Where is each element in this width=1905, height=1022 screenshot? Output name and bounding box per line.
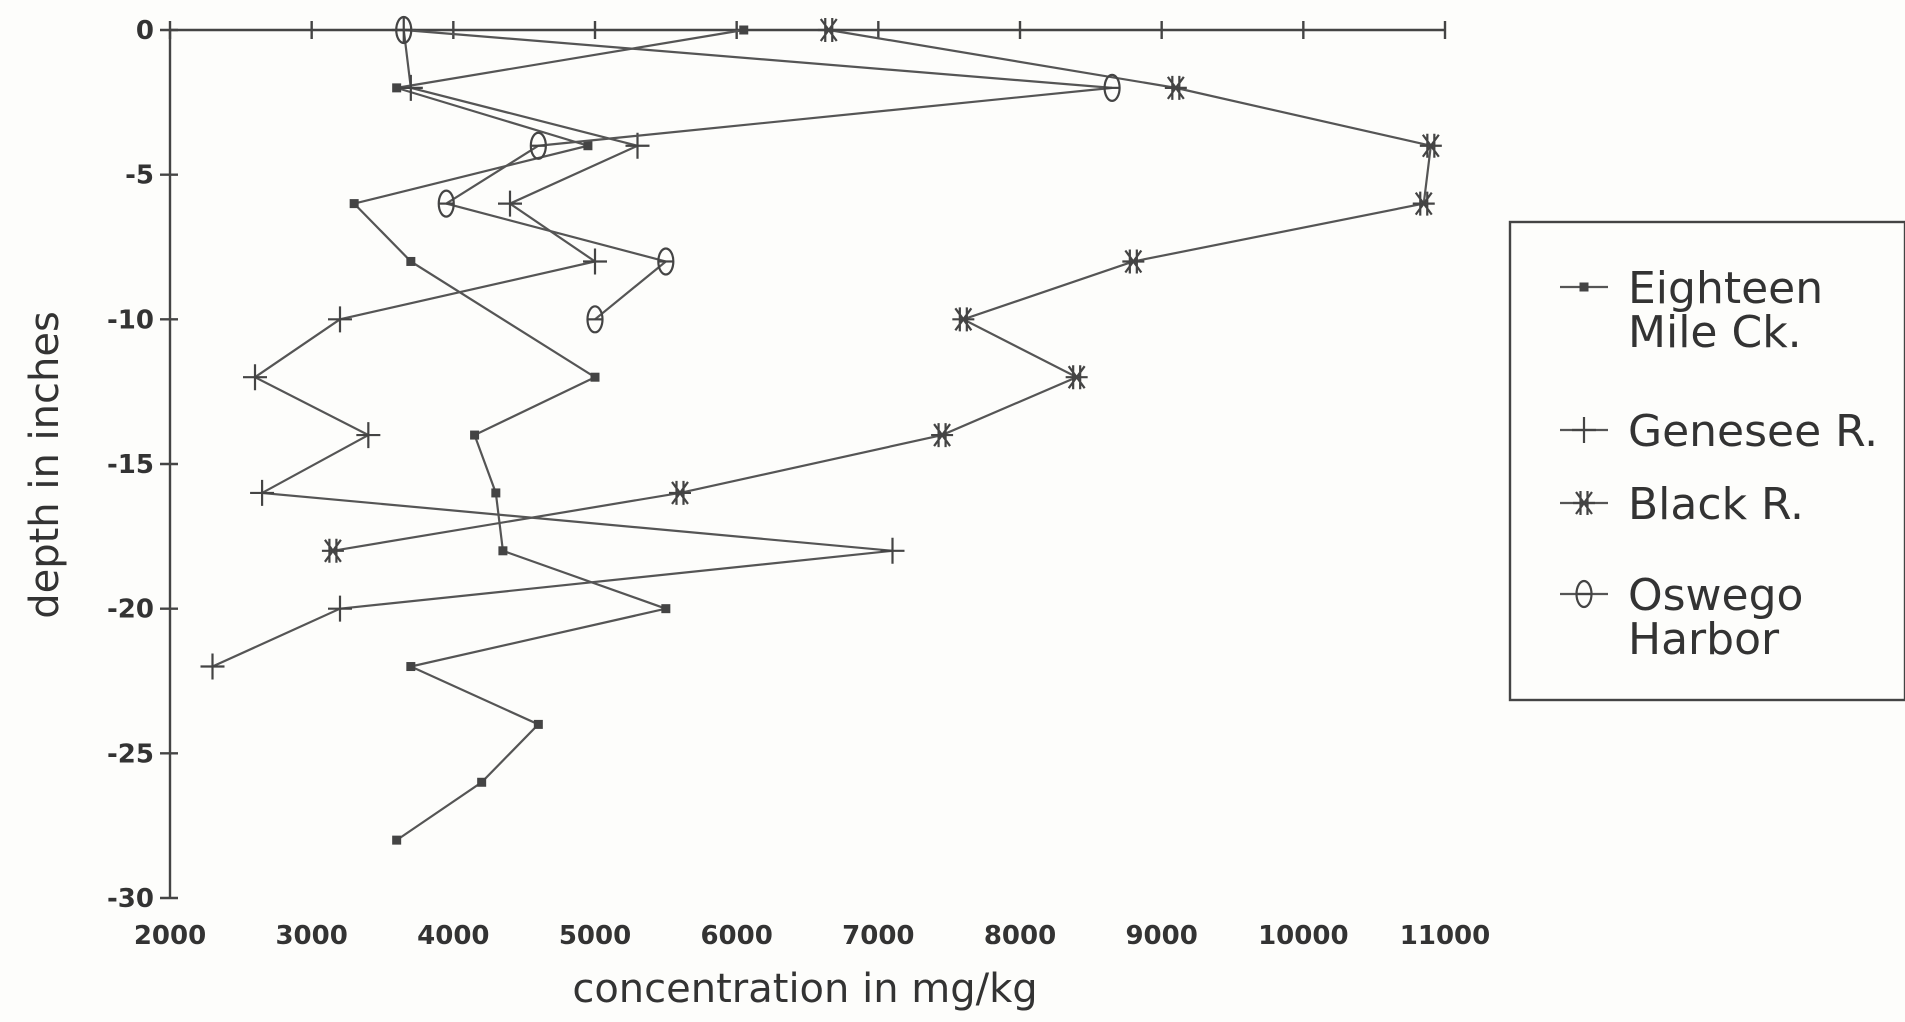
series-line [352,28,744,842]
data-point [491,488,501,498]
y-tick-label: -20 [107,595,154,625]
legend-marker [1572,417,1596,443]
data-point [321,538,344,563]
legend-item: Black R. [1560,479,1804,530]
series-plus [200,17,905,680]
series-line [332,28,1433,552]
legend-label: Black R. [1628,479,1804,530]
data-point [392,83,402,93]
series-square [349,25,749,845]
data-point [498,546,508,556]
series-group [200,15,1442,845]
legend-label: Harbor [1628,614,1780,665]
data-point [406,662,416,672]
data-point [952,307,975,332]
x-tick-label: 9000 [1125,921,1197,951]
data-point [328,595,352,622]
data-point [739,25,749,35]
x-tick-label: 8000 [984,921,1056,951]
x-tick-label: 4000 [417,921,489,951]
series-line [403,28,1113,321]
x-tick-label: 7000 [842,921,914,951]
x-axis-title: concentration in mg/kg [572,966,1037,1012]
data-point [200,653,225,680]
data-point [498,190,522,217]
data-point [328,306,352,333]
data-point [250,479,275,506]
axes: 2000 3000 4000 5000 6000 7000 8000 9000 10000 110… [107,16,1490,951]
data-point [880,537,905,564]
x-tick-label: 2000 [134,921,206,951]
data-point [1122,249,1145,274]
legend-label: Oswego [1628,570,1803,621]
legend-box [1508,220,1905,702]
y-tick-label: 0 [136,16,154,46]
y-tick-label: -5 [125,161,154,191]
x-tick-label: 5000 [559,921,631,951]
data-point [533,719,543,729]
legend-marker [1579,282,1589,292]
data-point [392,835,402,845]
x-tick-label: 6000 [700,921,772,951]
data-point [1164,75,1187,100]
legend-label: Mile Ck. [1628,307,1802,358]
series-line [212,29,893,668]
data-point [398,74,423,101]
data-point [1412,191,1435,216]
data-point [243,364,267,391]
x-tick-label: 11000 [1400,921,1490,951]
legend-label: Eighteen [1628,263,1823,314]
series-asterisk [321,18,1442,563]
data-point [583,248,607,275]
data-point [669,480,691,505]
data-point [625,132,650,159]
data-point [1419,133,1442,158]
data-point [817,18,840,42]
data-point [661,604,671,614]
data-point [406,256,416,266]
data-point [477,777,487,787]
y-tick-label: -15 [107,450,154,480]
data-point [583,141,593,151]
legend-marker [1573,491,1595,515]
data-point [470,430,480,440]
data-point [356,422,381,449]
data-point [590,372,600,382]
y-tick-label: -25 [107,739,154,769]
x-tick-label: 3000 [275,921,347,951]
y-tick-label: -10 [107,305,154,335]
y-axis-title: depth in inches [22,311,68,619]
y-tick-label: -30 [107,884,154,914]
data-point [931,423,954,448]
data-point [1065,365,1088,390]
legend-item: Genesee R. [1560,406,1878,457]
data-point [349,199,359,209]
legend-label: Genesee R. [1628,406,1878,457]
x-tick-label: 10000 [1258,921,1348,951]
series-diamond [395,15,1121,334]
